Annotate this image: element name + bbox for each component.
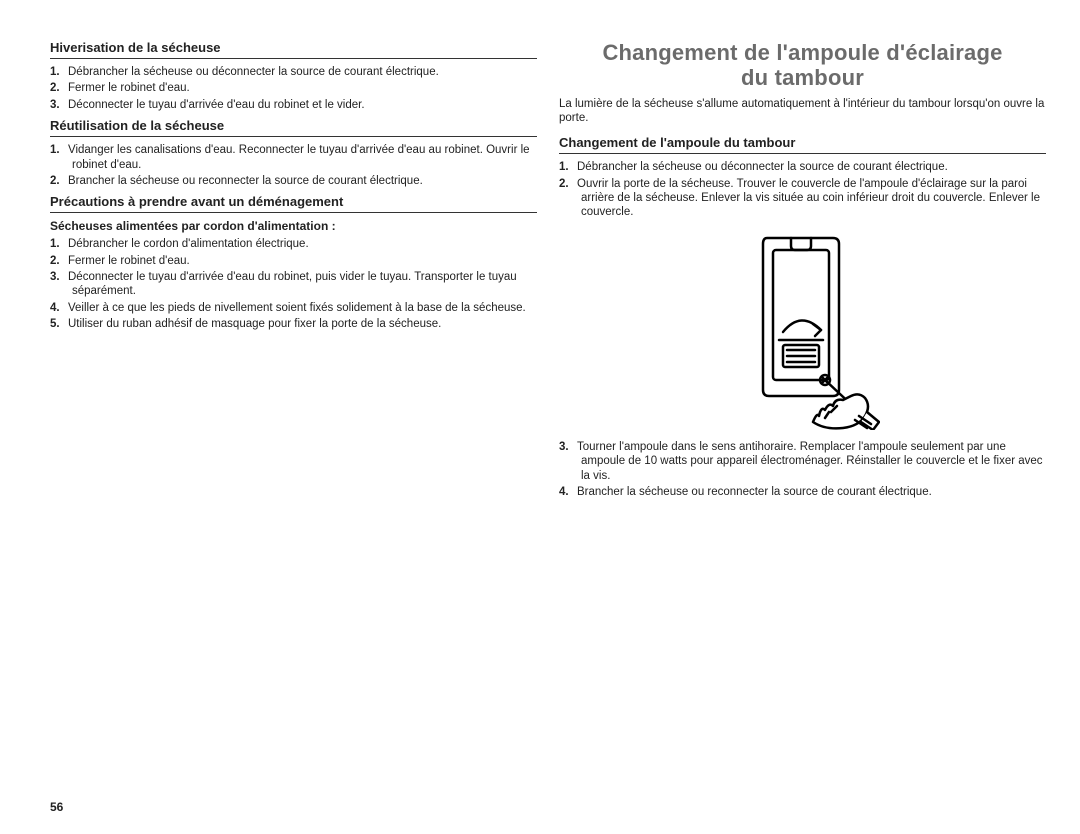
- section-heading-hiverisation: Hiverisation de la sécheuse: [50, 40, 537, 59]
- section-heading-changement: Changement de l'ampoule du tambour: [559, 135, 1046, 154]
- list-item: Vidanger les canalisations d'eau. Reconn…: [50, 143, 537, 172]
- list-reutilisation: Vidanger les canalisations d'eau. Reconn…: [50, 143, 537, 188]
- sub-heading-secheuses: Sécheuses alimentées par cordon d'alimen…: [50, 219, 537, 233]
- list-item: Fermer le robinet d'eau.: [50, 254, 537, 268]
- list-item: Utiliser du ruban adhésif de masquage po…: [50, 317, 537, 331]
- right-column: Changement de l'ampoule d'éclairage du t…: [559, 40, 1046, 790]
- page-number: 56: [50, 790, 1046, 814]
- section-heading-reutilisation: Réutilisation de la sécheuse: [50, 118, 537, 137]
- list-item: Fermer le robinet d'eau.: [50, 81, 537, 95]
- list-changement-after: Tourner l'ampoule dans le sens antihorai…: [559, 440, 1046, 500]
- two-column-layout: Hiverisation de la sécheuse Débrancher l…: [50, 40, 1046, 790]
- intro-text: La lumière de la sécheuse s'allume autom…: [559, 97, 1046, 126]
- list-item: Débrancher le cordon d'alimentation élec…: [50, 237, 537, 251]
- list-item: Veiller à ce que les pieds de nivellemen…: [50, 301, 537, 315]
- title-line-1: Changement de l'ampoule d'éclairage: [602, 40, 1002, 65]
- list-item: Tourner l'ampoule dans le sens antihorai…: [559, 440, 1046, 483]
- list-item: Débrancher la sécheuse ou déconnecter la…: [50, 65, 537, 79]
- list-hiverisation: Débrancher la sécheuse ou déconnecter la…: [50, 65, 537, 112]
- list-item: Débrancher la sécheuse ou déconnecter la…: [559, 160, 1046, 174]
- list-item: Brancher la sécheuse ou reconnecter la s…: [50, 174, 537, 188]
- list-item: Ouvrir la porte de la sécheuse. Trouver …: [559, 177, 1046, 220]
- list-precautions: Débrancher le cordon d'alimentation élec…: [50, 237, 537, 331]
- left-column: Hiverisation de la sécheuse Débrancher l…: [50, 40, 537, 790]
- main-title: Changement de l'ampoule d'éclairage du t…: [559, 40, 1046, 91]
- manual-page: Hiverisation de la sécheuse Débrancher l…: [0, 0, 1080, 834]
- bulb-cover-illustration: [725, 230, 880, 430]
- list-item: Déconnecter le tuyau d'arrivée d'eau du …: [50, 98, 537, 112]
- section-heading-precautions: Précautions à prendre avant un déménagem…: [50, 194, 537, 213]
- list-changement-before: Débrancher la sécheuse ou déconnecter la…: [559, 160, 1046, 220]
- list-item: Brancher la sécheuse ou reconnecter la s…: [559, 485, 1046, 499]
- title-line-2: du tambour: [741, 65, 864, 90]
- list-item: Déconnecter le tuyau d'arrivée d'eau du …: [50, 270, 537, 299]
